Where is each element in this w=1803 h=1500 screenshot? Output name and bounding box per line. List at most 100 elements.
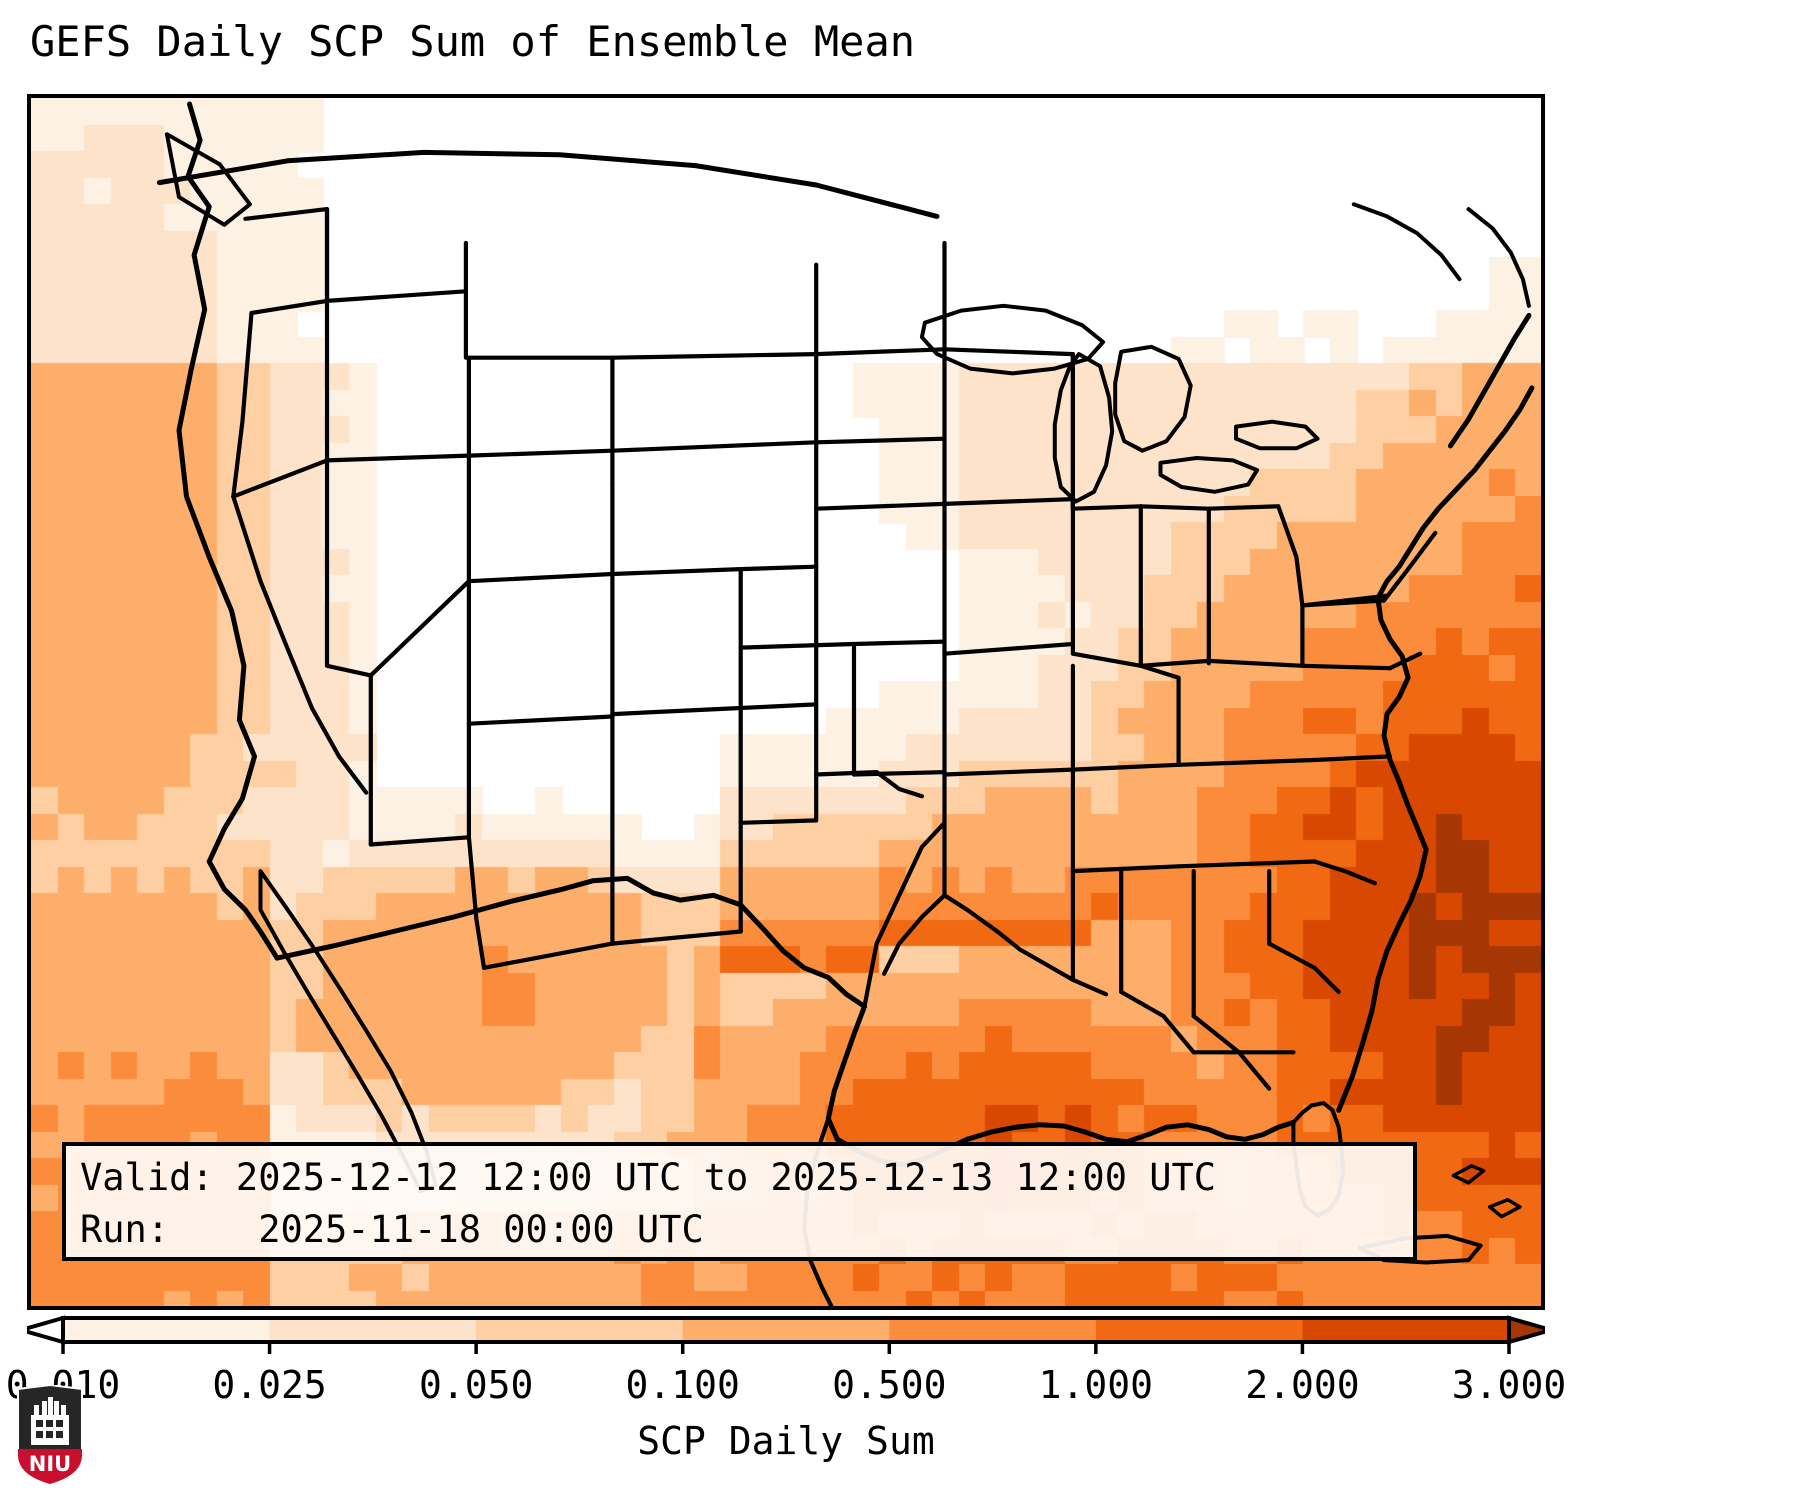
ny-pa-east bbox=[1381, 530, 1438, 603]
colorbar-tick-labels: 0.010 0.025 0.050 0.100 0.500 1.000 2.000 3.000 bbox=[6, 1362, 1566, 1414]
wy-sd-ne bbox=[610, 440, 819, 453]
map-geography-layer bbox=[156, 101, 1535, 1306]
niu-banner-text: NIU bbox=[29, 1452, 71, 1476]
california-coastline bbox=[206, 753, 280, 961]
wy-ne-line bbox=[814, 436, 947, 445]
in-ky-line bbox=[1138, 658, 1211, 668]
colorbar-tick-label: 0.025 bbox=[212, 1363, 327, 1407]
gulf-coastline bbox=[825, 1003, 1296, 1168]
lake-huron bbox=[1113, 344, 1193, 453]
colorbar bbox=[27, 1312, 1545, 1358]
ok-panhandle-s bbox=[738, 702, 819, 711]
nm-mexico bbox=[610, 929, 743, 946]
vancouver-island bbox=[164, 132, 252, 227]
maritimes-coastline bbox=[1466, 207, 1531, 308]
bahamas-outline bbox=[1451, 1164, 1486, 1185]
nc-sc-line bbox=[1312, 859, 1377, 886]
niu-banner bbox=[18, 1449, 82, 1484]
colorbar-tick-label: 0.050 bbox=[418, 1363, 534, 1407]
il-in-n bbox=[1138, 504, 1211, 511]
colorbar-band bbox=[1095, 1318, 1304, 1342]
sd-ne-line bbox=[814, 501, 947, 511]
colorbar-band bbox=[682, 1318, 890, 1342]
us-mexico-border bbox=[274, 875, 867, 1009]
md-va-line bbox=[1387, 651, 1423, 671]
or-ca-border bbox=[231, 458, 330, 499]
lake-ontario bbox=[1234, 419, 1320, 451]
lake-erie bbox=[1158, 456, 1260, 494]
az-west bbox=[466, 835, 487, 970]
ks-mo-line bbox=[851, 639, 947, 647]
niu-logo: NIU bbox=[17, 1385, 83, 1485]
colorbar-graphic bbox=[27, 1315, 1545, 1354]
id-mt-wy bbox=[466, 448, 615, 458]
st-lawrence-line bbox=[1351, 202, 1462, 282]
valid-time-line: Valid: 2025-12-12 12:00 UTC to 2025-12-1… bbox=[80, 1156, 1217, 1199]
tx-east bbox=[862, 820, 947, 1009]
us-canada-border bbox=[156, 149, 940, 219]
nm-co-line bbox=[610, 705, 743, 717]
scp-heatmap-layer bbox=[31, 98, 1541, 1306]
oh-pa-line bbox=[1276, 504, 1305, 608]
new-england-coastline bbox=[1447, 312, 1532, 449]
oh-mi-line bbox=[1206, 504, 1281, 511]
wi-il-border bbox=[1070, 504, 1143, 511]
tn-ky-se bbox=[1176, 757, 1317, 767]
colorbar-band bbox=[476, 1318, 684, 1342]
wv-va-line bbox=[1300, 663, 1393, 671]
ut-wy-line bbox=[466, 571, 615, 584]
run-time-line: Run: 2025-11-18 00:00 UTC bbox=[80, 1208, 704, 1251]
mt-nd-line bbox=[610, 352, 819, 360]
colorbar-outline bbox=[61, 1316, 1511, 1344]
forecast-time-info-box: Valid: 2025-12-12 12:00 UTC to 2025-12-1… bbox=[62, 1142, 1417, 1261]
ia-mo-line bbox=[942, 641, 1075, 656]
tn-ky-line bbox=[1070, 762, 1181, 772]
colorbar-tick-label: 1.000 bbox=[1038, 1363, 1154, 1407]
red-river bbox=[874, 770, 924, 799]
colorbar-over-arrow bbox=[1507, 1315, 1545, 1345]
co-ne-wy bbox=[610, 567, 743, 577]
nd-mn-line bbox=[814, 347, 947, 357]
or-id-nv-line bbox=[324, 453, 471, 463]
niu-tower-windows-icon bbox=[36, 1420, 63, 1438]
tn-ms-al bbox=[1070, 864, 1181, 874]
lake-superior bbox=[919, 303, 1106, 376]
ar-mo-south bbox=[942, 767, 1075, 777]
az-mexico bbox=[481, 941, 615, 970]
nv-ut-corner bbox=[368, 579, 471, 678]
wa-id-line bbox=[324, 289, 468, 303]
map-panel bbox=[27, 94, 1545, 1310]
colorbar-axis-label: SCP Daily Sum bbox=[637, 1419, 935, 1463]
pa-md-line bbox=[1300, 593, 1390, 608]
colorbar-tick-label: 0.500 bbox=[832, 1363, 947, 1407]
colorbar-tick-label: 2.000 bbox=[1245, 1363, 1360, 1407]
tn-nc-line bbox=[1176, 859, 1317, 869]
oh-ky-wv bbox=[1206, 658, 1305, 668]
ga-sc-coast bbox=[1267, 941, 1341, 994]
colorbar-band bbox=[63, 1318, 271, 1342]
tx-la-line bbox=[882, 893, 947, 976]
ks-ok-line bbox=[738, 641, 857, 650]
la-ms-south bbox=[1018, 947, 1109, 997]
mn-wi-n bbox=[942, 347, 1075, 357]
nv-ca-line bbox=[324, 458, 373, 678]
colorbar-under-arrow bbox=[27, 1315, 65, 1345]
nv-az-line bbox=[368, 835, 471, 847]
colorbar-tick-label: 3.000 bbox=[1451, 1363, 1567, 1407]
ca-nv-diag bbox=[231, 494, 369, 795]
or-ca-west bbox=[231, 310, 254, 499]
atlantic-coastline bbox=[1336, 385, 1535, 1113]
wa-or-border bbox=[243, 207, 330, 316]
lake-michigan bbox=[1052, 352, 1115, 504]
colorbar-band bbox=[1302, 1318, 1510, 1342]
ut-az-line bbox=[466, 714, 615, 726]
pacific-coastline bbox=[176, 101, 257, 759]
ar-ok-line bbox=[851, 770, 947, 777]
ne-co-line bbox=[738, 564, 819, 572]
bahamas-outline-2 bbox=[1487, 1197, 1522, 1219]
ar-la-line bbox=[942, 893, 1023, 952]
al-fl-line bbox=[1119, 989, 1196, 1055]
page-title: GEFS Daily SCP Sum of Ensemble Mean bbox=[30, 17, 916, 66]
tx-nm-step bbox=[738, 772, 819, 825]
